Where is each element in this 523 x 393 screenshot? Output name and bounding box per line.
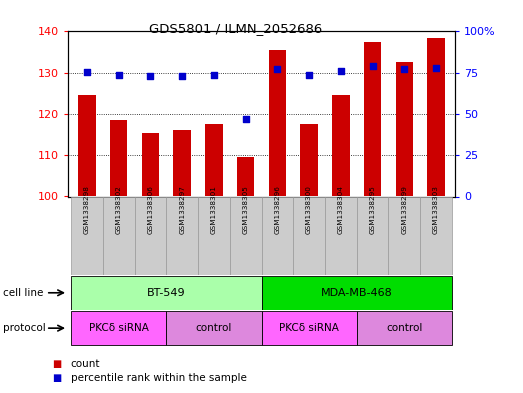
Text: PKCδ siRNA: PKCδ siRNA [279,323,339,333]
Bar [427,38,445,197]
Text: control: control [386,323,423,333]
Text: count: count [71,358,100,369]
Bar [420,196,452,275]
Text: BT-549: BT-549 [147,288,186,298]
Bar [78,95,96,196]
Text: GSM1338298: GSM1338298 [84,185,90,234]
Point [305,72,313,78]
Bar [71,311,166,345]
Text: GSM1338300: GSM1338300 [306,185,312,234]
Point [242,116,250,122]
Bar [389,196,420,275]
Bar [300,124,318,196]
Point [178,73,186,79]
Bar [174,130,191,196]
Bar [142,132,159,196]
Text: GSM1338306: GSM1338306 [147,185,153,234]
Point [83,69,91,75]
Text: GSM1338295: GSM1338295 [370,185,376,234]
Bar [110,120,128,196]
Text: GSM1338299: GSM1338299 [401,185,407,234]
Bar [269,50,286,196]
Text: protocol: protocol [3,323,46,333]
Bar [134,196,166,275]
Text: control: control [196,323,232,333]
Bar [293,196,325,275]
Point [115,72,123,78]
Point [146,73,155,79]
Point [368,63,377,69]
Text: ■: ■ [52,373,62,383]
Point [337,68,345,74]
Bar [262,276,452,310]
Text: GSM1338296: GSM1338296 [275,185,280,234]
Bar [325,196,357,275]
Text: cell line: cell line [3,288,43,298]
Text: GSM1338297: GSM1338297 [179,185,185,234]
Bar [198,196,230,275]
Bar [205,124,223,196]
Text: GSM1338302: GSM1338302 [116,185,122,234]
Bar [395,62,413,196]
Bar [262,196,293,275]
Bar [71,276,262,310]
Bar [357,311,452,345]
Bar [364,42,381,196]
Text: ■: ■ [52,358,62,369]
Point [273,66,281,73]
Text: percentile rank within the sample: percentile rank within the sample [71,373,246,383]
Bar [237,157,254,196]
Bar [103,196,134,275]
Text: GDS5801 / ILMN_2052686: GDS5801 / ILMN_2052686 [149,22,322,35]
Bar [357,196,389,275]
Bar [71,196,103,275]
Text: GSM1338305: GSM1338305 [243,185,248,234]
Bar [230,196,262,275]
Point [432,64,440,71]
Point [400,66,408,72]
Bar [166,311,262,345]
Text: MDA-MB-468: MDA-MB-468 [321,288,393,298]
Text: GSM1338304: GSM1338304 [338,185,344,234]
Bar [332,95,349,196]
Text: PKCδ siRNA: PKCδ siRNA [89,323,149,333]
Bar [262,311,357,345]
Text: GSM1338303: GSM1338303 [433,185,439,234]
Point [210,72,218,78]
Bar [166,196,198,275]
Text: GSM1338301: GSM1338301 [211,185,217,234]
